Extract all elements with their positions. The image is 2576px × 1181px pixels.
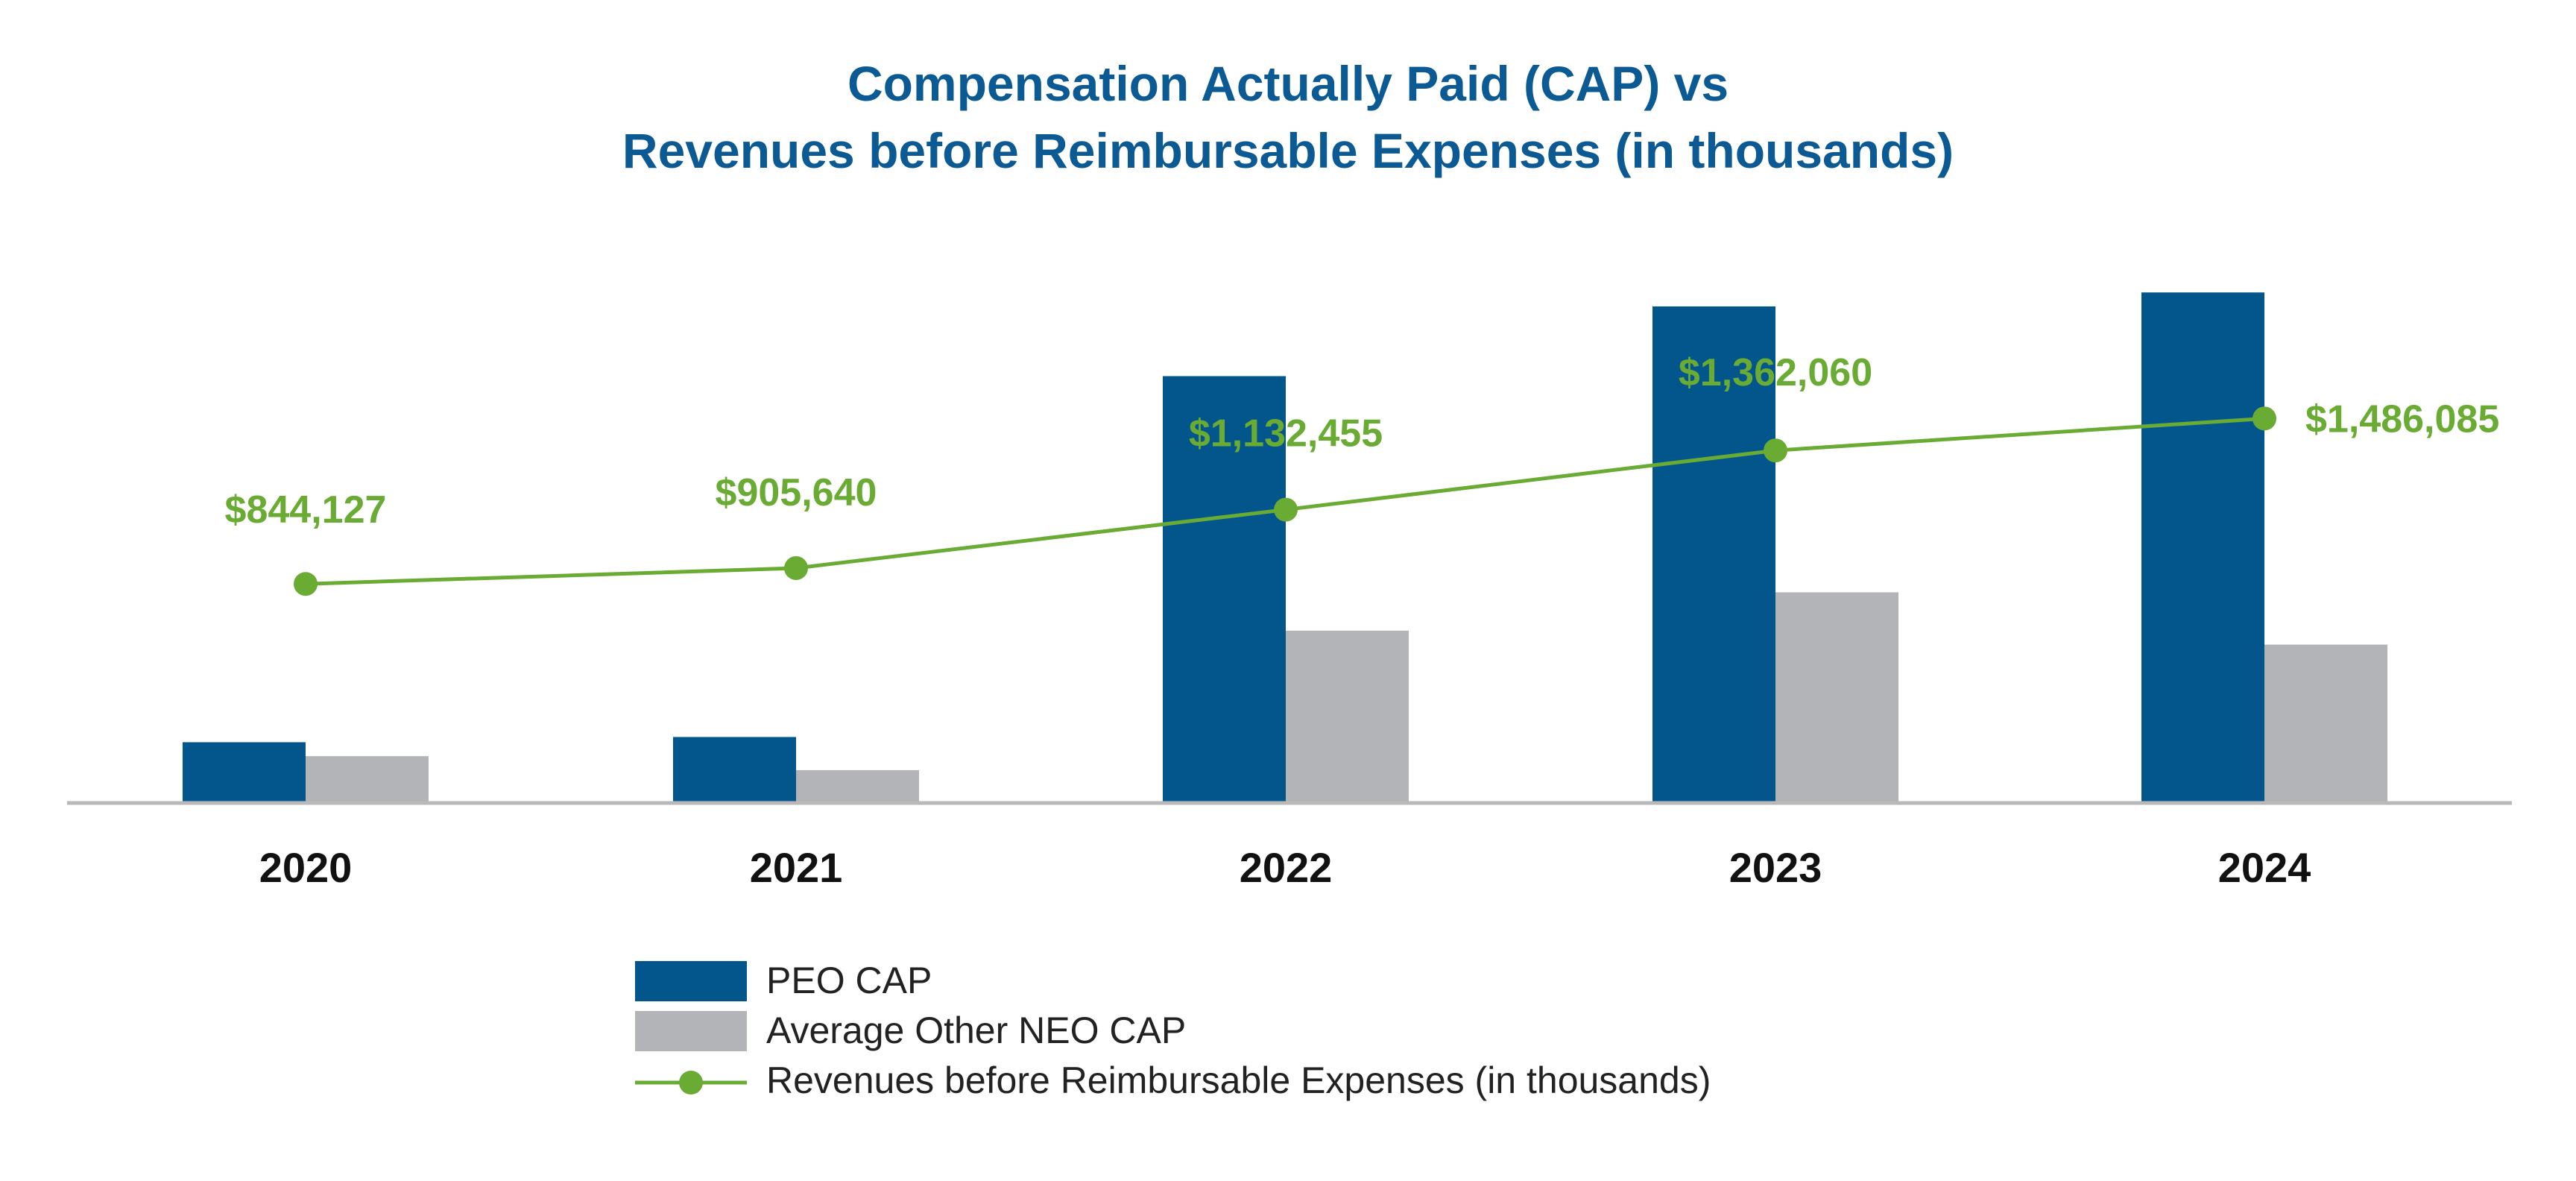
revenue-data-label-2022: $1,132,455 (1189, 412, 1383, 456)
bar-peo-cap-2021 (673, 737, 796, 801)
legend-swatch-revenue-marker (679, 1071, 703, 1095)
x-tick-label-2020: 2020 (259, 844, 353, 891)
legend-label-peo-cap: PEO CAP (766, 960, 932, 1001)
revenue-data-label-2023: $1,362,060 (1679, 351, 1872, 394)
bar-other-neo-cap-2022 (1286, 630, 1409, 801)
x-axis-labels: 2020 2021 2022 2023 2024 (259, 844, 2311, 891)
bar-peo-cap-2022 (1163, 376, 1286, 801)
revenue-data-label-2020: $844,127 (225, 488, 387, 532)
legend-label-other-neo-cap: Average Other NEO CAP (766, 1010, 1186, 1051)
x-tick-label-2024: 2024 (2218, 844, 2311, 891)
legend-swatch-other-neo-cap (635, 1011, 747, 1051)
chart-title-line-2: Revenues before Reimbursable Expenses (i… (622, 123, 1954, 178)
bar-other-neo-cap-2020 (306, 756, 429, 801)
x-tick-label-2023: 2023 (1729, 844, 1822, 891)
revenue-point-2024 (2253, 406, 2276, 431)
revenue-point-2022 (1274, 497, 1298, 522)
revenue-data-label-2024: $1,486,085 (2305, 397, 2499, 441)
chart-title-line-1: Compensation Actually Paid (CAP) vs (847, 56, 1729, 111)
bar-peo-cap-2024 (2141, 292, 2264, 801)
bar-other-neo-cap-2023 (1775, 592, 1898, 801)
legend-label-revenue: Revenues before Reimbursable Expenses (i… (766, 1059, 1711, 1101)
x-tick-label-2021: 2021 (750, 844, 843, 891)
revenue-data-label-2021: $905,640 (716, 471, 877, 514)
revenue-point-2021 (784, 555, 808, 580)
legend-swatch-peo-cap (635, 961, 747, 1001)
revenue-line-layer: $844,127 $905,640 $1,132,455 $1,362,060 $1,4… (225, 351, 2499, 596)
bar-other-neo-cap-2021 (796, 769, 919, 801)
revenue-point-2020 (294, 572, 318, 596)
bar-peo-cap-2023 (1652, 306, 1775, 801)
revenue-point-2023 (1764, 438, 1787, 463)
x-tick-label-2022: 2022 (1240, 844, 1333, 891)
legend: PEO CAP Average Other NEO CAP Revenues b… (635, 960, 1711, 1101)
bar-peo-cap-2020 (183, 742, 306, 801)
bars-layer (183, 292, 2387, 801)
bar-other-neo-cap-2024 (2264, 644, 2387, 801)
